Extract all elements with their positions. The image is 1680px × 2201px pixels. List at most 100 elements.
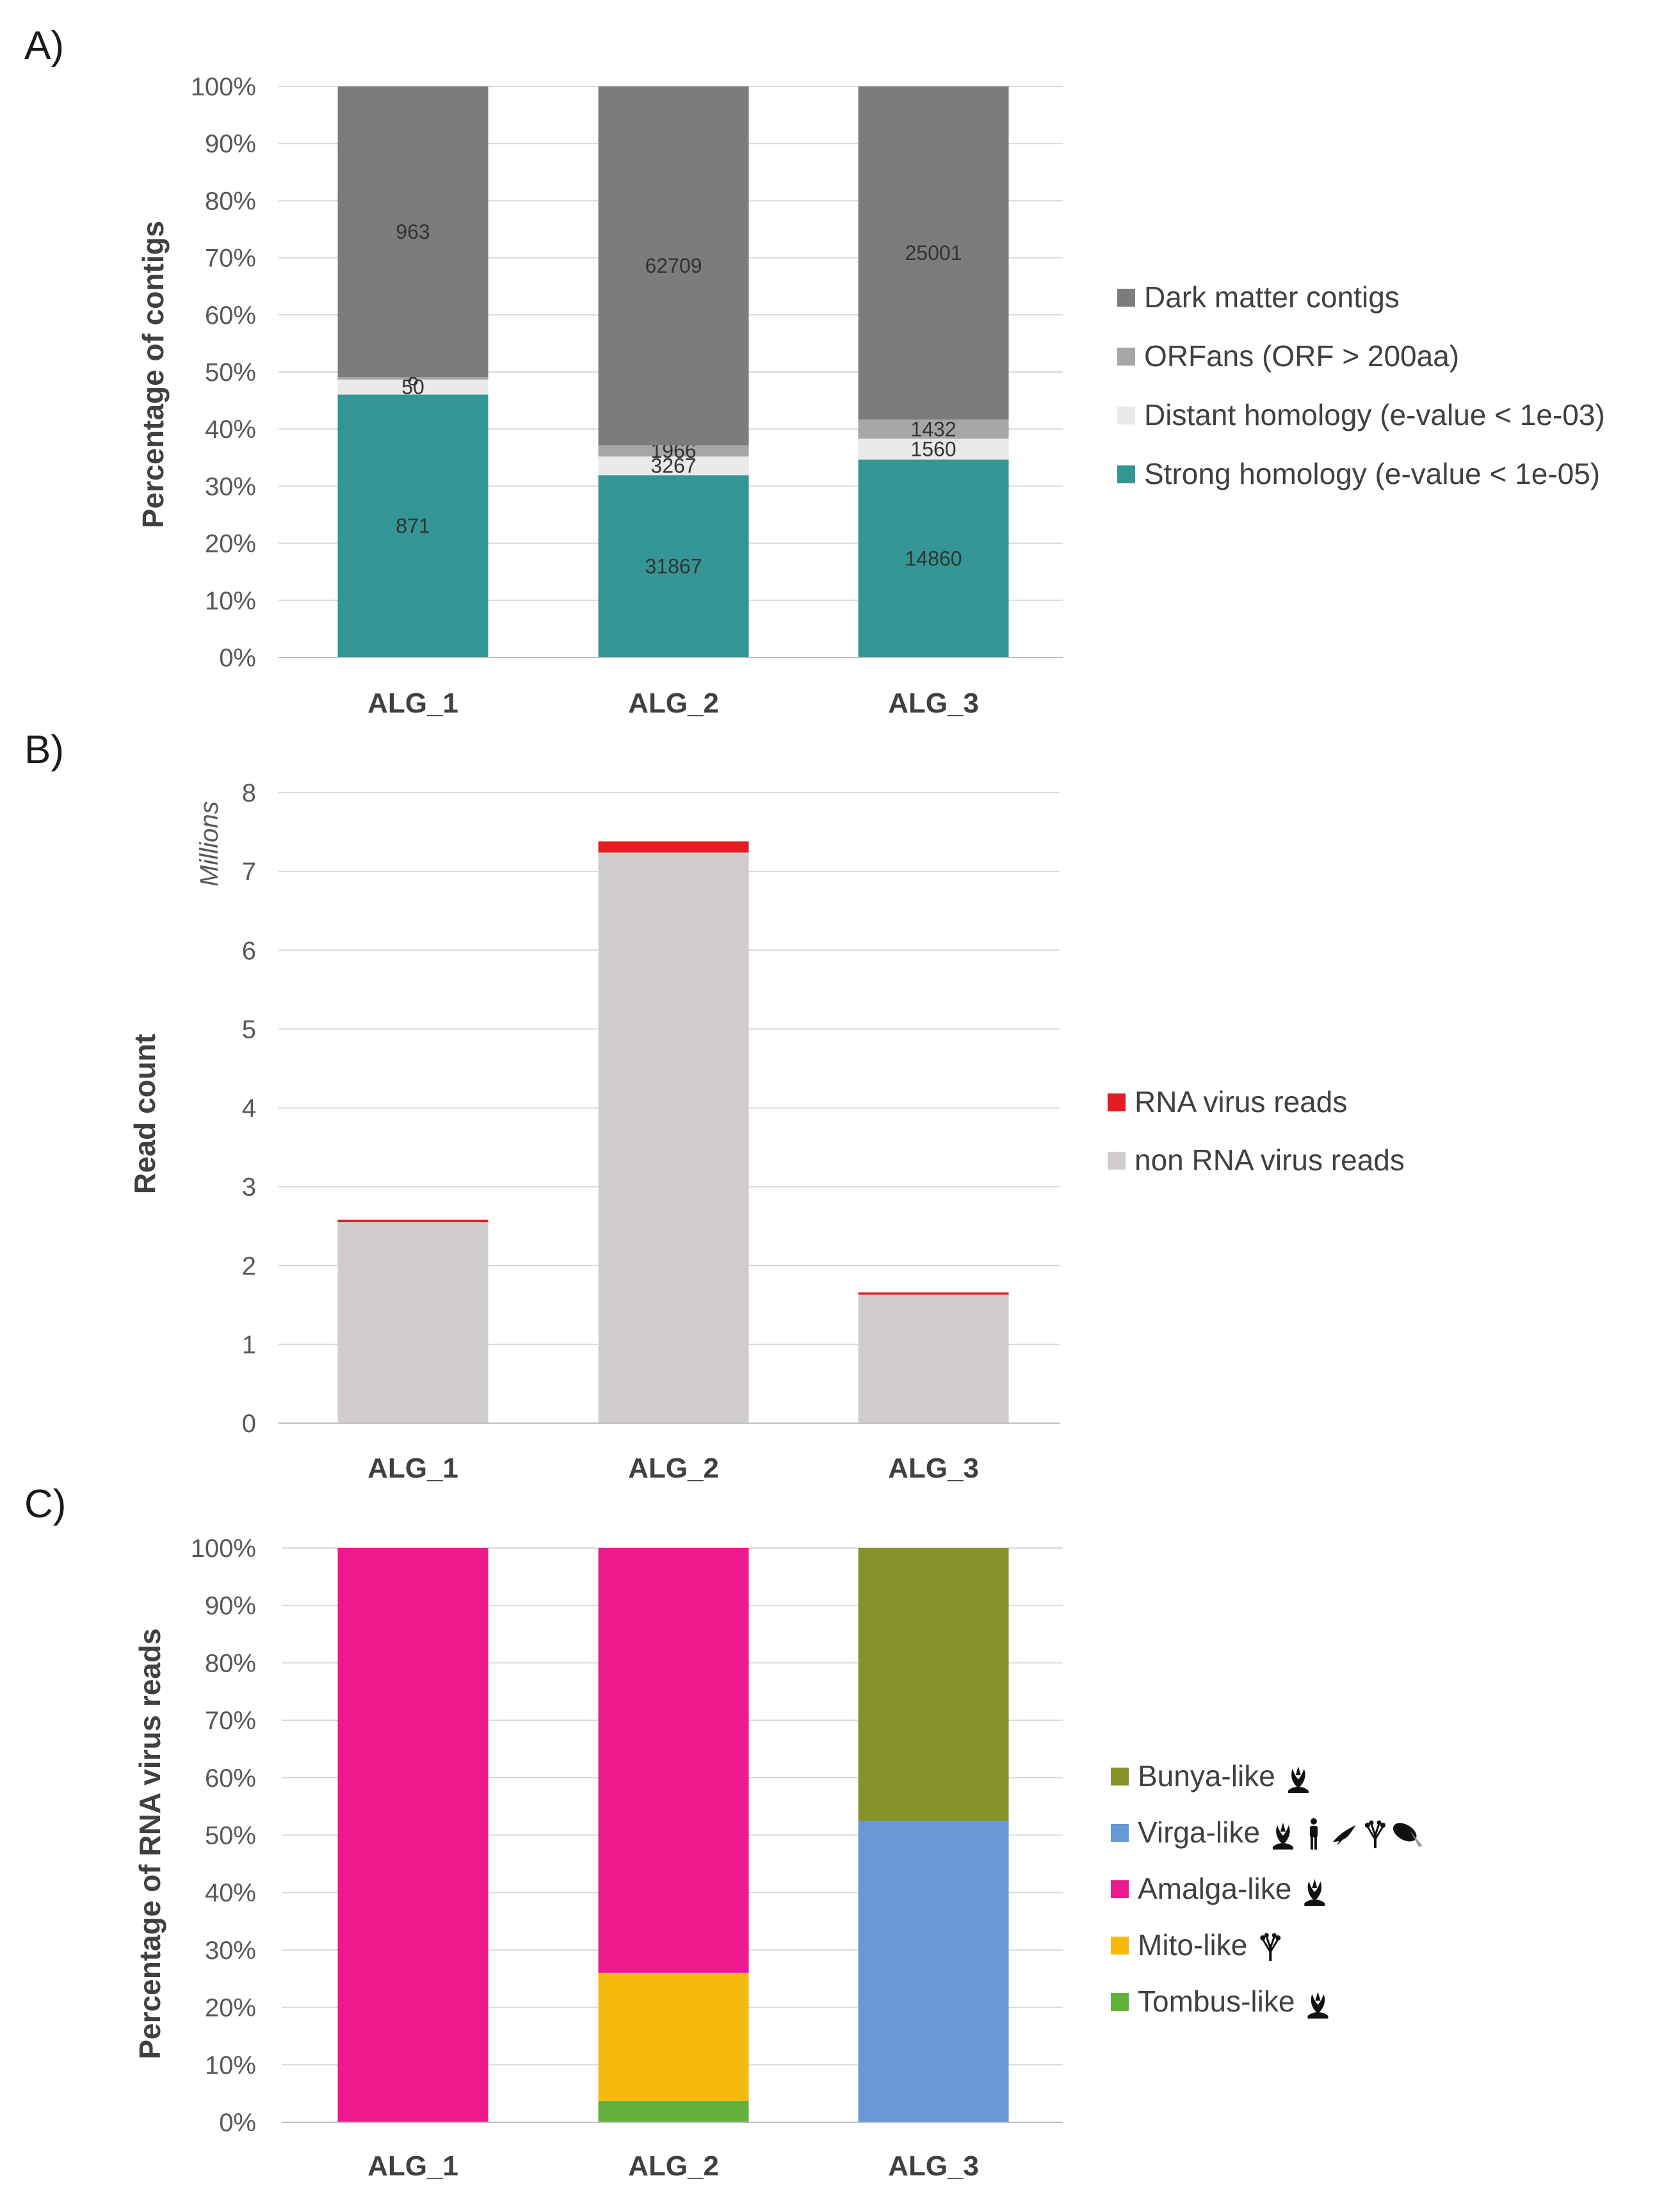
legend-label: Tombus-like [1138, 1985, 1295, 2018]
y-tick-label: 3 [242, 1173, 256, 1202]
legend-label: Mito-like [1138, 1928, 1247, 1962]
chart-a-contig-percentages: 0%10%20%30%40%50%60%70%80%90%100%8715089… [136, 73, 1605, 719]
data-label: 871 [396, 515, 430, 538]
legend-swatch [1117, 289, 1135, 307]
bar-segment [858, 1294, 1009, 1423]
bar-segment [337, 1222, 489, 1423]
bar-segment [598, 841, 749, 853]
plant-icon [1272, 1823, 1293, 1850]
y-tick-label: 50% [205, 1822, 256, 1850]
data-label: 963 [396, 220, 430, 243]
legend-item: Dark matter contigs [1117, 280, 1400, 314]
bar-segment [337, 1220, 489, 1223]
bar-segment [858, 459, 1009, 657]
y-tick-label: 0 [242, 1410, 256, 1438]
legend-swatch [1108, 1093, 1126, 1111]
legend-label: Dark matter contigs [1144, 280, 1400, 314]
y-axis-units: Millions [195, 801, 223, 886]
legend-item: Strong homology (e-value < 1e-05) [1117, 457, 1600, 490]
legend-label: Bunya-like [1138, 1759, 1275, 1793]
bar-segment [858, 419, 1009, 439]
y-tick-label: 70% [205, 245, 256, 273]
data-label: 14860 [905, 547, 962, 570]
bar-segment [598, 1972, 749, 2101]
y-tick-label: 6 [242, 937, 256, 965]
y-tick-label: 60% [205, 302, 256, 330]
legend-item: Distant homology (e-value < 1e-03) [1117, 398, 1605, 431]
x-category-label: ALG_1 [368, 1453, 458, 1484]
bar-segment [337, 377, 489, 380]
legend-label: Virga-like [1138, 1816, 1260, 1849]
legend-swatch [1117, 407, 1135, 424]
legend-item: Bunya-like [1111, 1759, 1309, 1793]
legend-item: non RNA virus reads [1108, 1143, 1405, 1177]
y-tick-label: 90% [205, 1592, 256, 1620]
bar-segment [858, 1292, 1009, 1295]
x-category-label: ALG_2 [628, 2150, 719, 2182]
legend-swatch [1117, 348, 1135, 366]
y-tick-label: 0% [219, 644, 256, 672]
bar-segment [598, 456, 749, 476]
legend-label: non RNA virus reads [1135, 1143, 1405, 1177]
bar-segment [598, 445, 749, 457]
bar-segment [598, 475, 749, 657]
legend-swatch [1111, 1880, 1129, 1898]
data-label: 3267 [650, 455, 696, 478]
bar-segment [858, 1548, 1009, 1821]
y-tick-label: 100% [191, 73, 256, 101]
data-label: 31867 [645, 555, 702, 578]
data-label: 62709 [645, 254, 702, 277]
y-tick-label: 80% [205, 1649, 256, 1677]
y-tick-label: 8 [242, 779, 256, 807]
x-category-label: ALG_3 [888, 1453, 979, 1484]
x-category-label: ALG_3 [888, 688, 979, 719]
legend-swatch [1117, 465, 1135, 483]
bar-segment [858, 439, 1009, 460]
chart-c-rna-virus-composition: 0% 10% 20% 30% 40% 50% 60% 70% 80% 90% 100% ALG_1 AL… [133, 1535, 1423, 2182]
plant-icon [1307, 1992, 1329, 2019]
y-tick-label: 50% [205, 359, 256, 387]
legend-item: RNA virus reads [1108, 1085, 1347, 1118]
legend-label: Strong homology (e-value < 1e-05) [1144, 457, 1600, 490]
x-category-label: ALG_3 [888, 2150, 979, 2182]
bar-segment [598, 2100, 749, 2122]
y-tick-label: 0% [219, 2109, 256, 2137]
y-tick-label: 1 [242, 1331, 256, 1359]
legend-item: Mito-like [1111, 1928, 1282, 1962]
y-tick-label: 60% [205, 1764, 256, 1793]
y-tick-label: 2 [242, 1252, 256, 1280]
legend-swatch [1108, 1152, 1126, 1170]
legend-label: Amalga-like [1138, 1872, 1291, 1905]
legend-item: ORFans (ORF > 200aa) [1117, 339, 1459, 373]
insect-icon [1389, 1819, 1423, 1847]
x-category-label: ALG_1 [368, 688, 458, 719]
y-tick-label: 10% [205, 2051, 256, 2079]
bird-icon [1332, 1825, 1356, 1846]
y-tick-label: 5 [242, 1015, 256, 1044]
y-tick-label: 70% [205, 1707, 256, 1735]
legend-swatch [1111, 1937, 1129, 1955]
legend-label: RNA virus reads [1135, 1085, 1347, 1118]
y-axis-title: Percentage of contigs [136, 221, 170, 529]
legend-swatch [1111, 1993, 1129, 2011]
panel-c-label: C) [24, 1482, 66, 1526]
y-tick-label: 4 [242, 1095, 256, 1123]
x-category-label: ALG_2 [628, 1453, 719, 1484]
data-label: 25001 [905, 241, 962, 264]
legend-swatch [1111, 1768, 1129, 1786]
bar-segment [858, 86, 1009, 420]
y-tick-label: 40% [205, 1879, 256, 1907]
legend-swatch [1111, 1824, 1129, 1842]
legend-label: ORFans (ORF > 200aa) [1144, 339, 1459, 373]
y-tick-label: 20% [205, 1994, 256, 2022]
y-tick-label: 80% [205, 187, 256, 215]
y-tick-label: 20% [205, 530, 256, 558]
y-tick-label: 90% [205, 130, 256, 158]
bar-segment [337, 1548, 489, 2122]
y-tick-label: 7 [242, 858, 256, 886]
bar-segment [598, 852, 749, 1423]
panel-a-label: A) [24, 24, 64, 68]
plant-icon [1304, 1879, 1325, 1906]
plant-icon [1288, 1766, 1309, 1793]
